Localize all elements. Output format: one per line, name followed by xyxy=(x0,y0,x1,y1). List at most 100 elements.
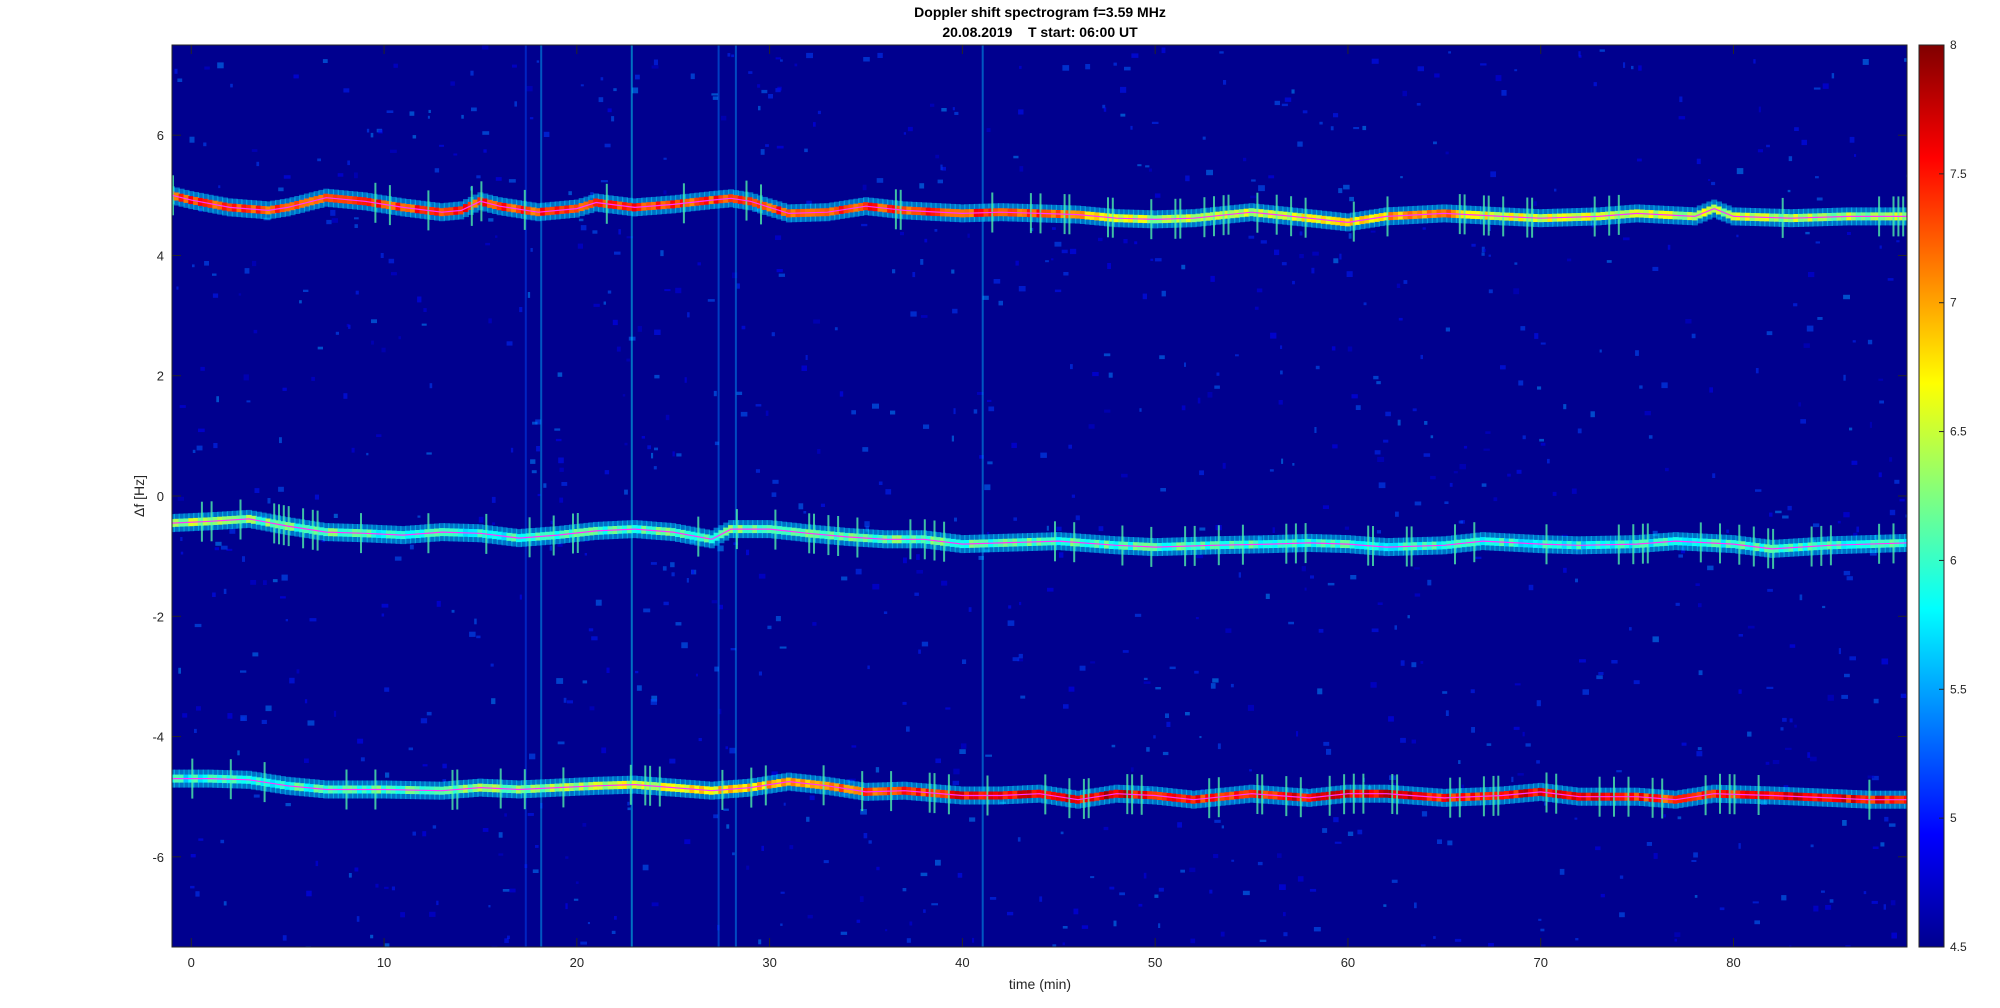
colorbar xyxy=(1918,44,1945,948)
noise-speck xyxy=(253,794,260,798)
noise-speck xyxy=(1871,900,1878,904)
noise-speck xyxy=(664,289,671,292)
noise-speck xyxy=(1599,349,1602,353)
noise-speck xyxy=(916,570,923,574)
noise-speck xyxy=(780,923,783,926)
noise-speck xyxy=(212,273,217,276)
noise-speck xyxy=(1214,819,1221,823)
noise-speck xyxy=(1599,49,1605,52)
noise-speck xyxy=(1520,326,1526,331)
noise-speck xyxy=(535,845,539,848)
noise-speck xyxy=(1638,65,1642,71)
noise-speck xyxy=(1616,770,1622,773)
noise-speck xyxy=(1063,704,1069,709)
noise-speck xyxy=(1326,748,1332,755)
noise-speck xyxy=(535,419,542,425)
noise-speck xyxy=(755,404,762,407)
noise-speck xyxy=(719,604,723,610)
noise-speck xyxy=(580,941,587,945)
noise-speck xyxy=(1444,501,1449,504)
noise-speck xyxy=(1181,264,1186,270)
noise-speck xyxy=(760,149,765,155)
noise-speck xyxy=(1111,744,1116,748)
noise-speck xyxy=(1447,840,1453,846)
noise-speck xyxy=(771,492,777,497)
noise-speck xyxy=(527,813,534,816)
noise-speck xyxy=(1007,911,1014,916)
noise-speck xyxy=(748,71,753,74)
noise-speck xyxy=(1646,842,1652,846)
noise-speck xyxy=(1047,587,1054,592)
noise-speck xyxy=(322,59,328,63)
noise-speck xyxy=(1769,512,1773,517)
noise-speck xyxy=(1854,154,1857,157)
noise-speck xyxy=(238,293,242,296)
noise-speck xyxy=(1153,735,1156,739)
noise-speck xyxy=(935,154,940,159)
noise-speck xyxy=(1355,405,1361,410)
noise-speck xyxy=(1318,628,1324,633)
noise-speck xyxy=(1319,121,1323,125)
noise-speck xyxy=(1905,514,1907,518)
noise-speck xyxy=(1199,736,1202,739)
noise-speck xyxy=(1339,253,1342,260)
noise-speck xyxy=(536,60,540,63)
noise-speck xyxy=(1575,578,1578,583)
noise-speck xyxy=(1481,252,1485,256)
noise-speck xyxy=(1070,364,1073,370)
noise-speck xyxy=(215,541,222,546)
noise-speck xyxy=(1765,761,1770,765)
noise-speck xyxy=(491,698,496,705)
noise-speck xyxy=(1539,438,1544,442)
noise-speck xyxy=(614,251,621,255)
noise-speck xyxy=(900,231,904,236)
noise-speck xyxy=(180,551,184,555)
noise-speck xyxy=(1073,908,1079,915)
noise-speck xyxy=(1488,289,1493,294)
noise-speck xyxy=(624,489,628,495)
noise-speck xyxy=(923,424,930,429)
noise-speck xyxy=(1486,743,1492,746)
noise-speck xyxy=(1856,526,1859,533)
noise-speck xyxy=(1753,59,1756,64)
noise-speck xyxy=(1346,271,1353,277)
noise-speck xyxy=(1090,876,1095,879)
noise-speck xyxy=(1513,288,1520,295)
noise-speck xyxy=(627,807,631,811)
noise-speck xyxy=(1250,195,1257,199)
noise-speck xyxy=(1738,843,1741,849)
noise-speck xyxy=(1017,837,1021,842)
noise-speck xyxy=(920,315,928,318)
noise-speck xyxy=(429,911,436,917)
noise-speck xyxy=(1639,385,1643,389)
noise-speck xyxy=(589,706,595,711)
noise-speck xyxy=(398,336,401,340)
noise-speck xyxy=(498,853,504,856)
noise-speck xyxy=(1449,482,1453,487)
noise-speck xyxy=(1217,743,1221,750)
noise-speck xyxy=(691,569,695,575)
noise-speck xyxy=(979,455,984,459)
noise-speck xyxy=(1883,904,1886,910)
noise-speck xyxy=(959,749,966,754)
noise-speck xyxy=(1540,342,1546,345)
noise-speck xyxy=(1853,532,1858,537)
noise-speck xyxy=(1056,526,1062,531)
noise-speck xyxy=(1471,727,1475,733)
noise-speck xyxy=(502,889,510,892)
noise-speck xyxy=(417,515,421,518)
noise-speck xyxy=(1221,825,1224,829)
noise-speck xyxy=(611,930,616,934)
noise-speck xyxy=(635,670,639,674)
noise-speck xyxy=(348,873,352,878)
noise-speck xyxy=(408,747,413,751)
noise-speck xyxy=(1123,239,1128,244)
noise-speck xyxy=(1430,435,1434,439)
noise-speck xyxy=(1304,587,1307,591)
noise-speck xyxy=(177,78,183,82)
noise-speck xyxy=(1453,471,1458,474)
noise-speck xyxy=(510,447,514,453)
noise-speck xyxy=(296,669,300,674)
noise-speck xyxy=(775,57,781,60)
